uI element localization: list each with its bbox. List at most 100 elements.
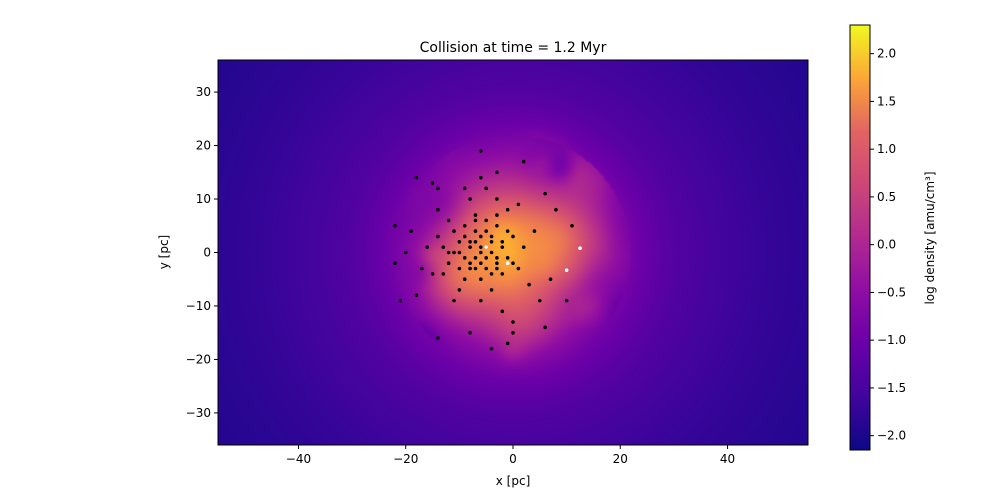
colorbar [849,24,871,451]
star-black [446,218,451,223]
star-particles-white [484,245,582,272]
y-tick-label: −30 [186,406,211,420]
star-black [462,234,467,239]
star-black [479,250,483,255]
colorbar-tick-label: 1.5 [877,94,896,108]
star-black [457,288,462,292]
star-white [578,246,582,251]
star-black [554,207,558,212]
star-black [505,341,510,346]
star-black [473,266,478,271]
y-tick-label: 30 [196,85,211,99]
star-black [484,266,488,271]
star-black [489,234,494,239]
star-black [511,330,515,335]
star-black [484,218,488,223]
star-black [393,261,397,265]
star-black [452,250,456,255]
star-black [462,186,467,191]
colorbar-tick-label: 0.5 [877,190,896,204]
star-black [462,256,467,260]
colorbar-tick-label: −1.5 [877,381,906,395]
star-black [436,234,440,239]
star-black [457,240,462,244]
star-black [403,250,408,255]
star-black [436,186,440,191]
star-black [446,261,451,265]
star-black [500,245,505,249]
star-black [500,272,505,276]
x-axis-label: x [pc] [496,474,531,488]
x-axis-ticks: −40 −20 0 20 40 [286,445,735,466]
colorbar-label: log density [amu/cm³] [923,171,937,304]
star-black [452,229,456,233]
colorbar-tick-label: −2.0 [877,429,906,443]
star-black [516,202,521,207]
star-black [543,325,547,330]
star-black [409,229,413,233]
star-black [462,277,467,282]
colorbar-ticks: −2.0 −1.5 −1.0 −0.5 0.0 0.5 1.0 1.5 2.0 [870,47,906,443]
star-black [495,256,499,260]
colorbar-tick-label: 0.0 [877,238,896,252]
star-black [500,240,505,244]
star-black [495,261,499,265]
star-black [495,266,499,271]
y-tick-label: 10 [196,192,211,206]
star-black [489,250,494,255]
star-black [430,272,435,276]
star-black [441,245,446,249]
star-black [505,256,510,260]
star-white [484,245,488,249]
star-black [543,191,547,196]
star-black [479,245,483,249]
star-black [462,223,467,228]
colorbar-tick-label: 2.0 [877,47,896,61]
star-black [538,298,542,303]
star-black [446,250,451,255]
star-black [479,149,483,153]
star-black [479,234,483,239]
star-black [457,250,462,255]
star-black [532,229,537,233]
density-heatmap [218,60,808,445]
star-black [473,218,478,223]
star-black [473,229,478,233]
star-black [564,298,569,303]
star-black [489,288,494,292]
star-black [473,213,478,217]
star-black [468,245,472,249]
chart-title: Collision at time = 1.2 Myr [420,40,607,56]
x-tick-label: 40 [720,452,735,466]
star-black [479,298,483,303]
star-black [468,197,472,201]
star-black [505,207,510,212]
star-black [468,266,472,271]
star-black [484,256,488,260]
star-black [489,240,494,244]
star-black [414,293,419,298]
y-axis-ticks: −30 −20 −10 0 10 20 30 [186,85,218,420]
colorbar-tick-label: −0.5 [877,285,906,299]
star-black [468,330,472,335]
y-tick-label: 0 [203,246,211,260]
star-black [479,175,483,180]
star-black [398,298,403,303]
star-black [479,261,483,265]
star-black [495,213,499,217]
colorbar-tick-label: 1.0 [877,142,896,156]
star-black [521,159,526,164]
star-black [473,240,478,244]
star-black [484,186,488,191]
star-black [527,282,531,287]
x-tick-label: 0 [509,452,517,466]
star-black [425,245,429,249]
star-black [495,223,499,228]
star-black [516,266,521,271]
x-tick-label: 20 [613,452,628,466]
star-black [457,266,462,271]
star-black [484,229,488,233]
y-tick-label: 20 [196,139,211,153]
star-particles-black [393,149,574,351]
